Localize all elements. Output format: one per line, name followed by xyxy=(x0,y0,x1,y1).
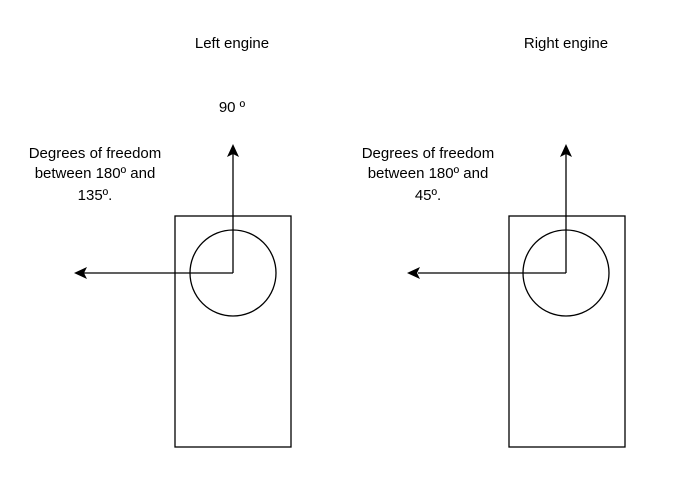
left-vertical-arrowhead xyxy=(227,144,239,157)
right-engine-body xyxy=(508,215,626,448)
left-engine-freedom-line-3: 135º. xyxy=(78,187,113,204)
right-engine-freedom-line-3: 45º. xyxy=(415,187,441,204)
right-horizontal-arrowhead xyxy=(407,267,420,279)
right-engine-freedom-line-2: between 180º and xyxy=(368,165,489,182)
right-engine-group: Right engine Degrees of freedom between … xyxy=(362,35,626,448)
right-engine-freedom-line-1: Degrees of freedom xyxy=(362,145,495,162)
left-engine-freedom-line-1: Degrees of freedom xyxy=(29,145,162,162)
left-horizontal-arrowhead xyxy=(74,267,87,279)
right-engine-title: Right engine xyxy=(524,35,608,52)
left-engine-group: Left engine 90 º Degrees of freedom betw… xyxy=(29,35,292,448)
left-engine-title: Left engine xyxy=(195,35,269,52)
left-engine-freedom-line-2: between 180º and xyxy=(35,165,156,182)
left-engine-vertical-label: 90 º xyxy=(219,99,246,116)
right-vertical-arrowhead xyxy=(560,144,572,157)
